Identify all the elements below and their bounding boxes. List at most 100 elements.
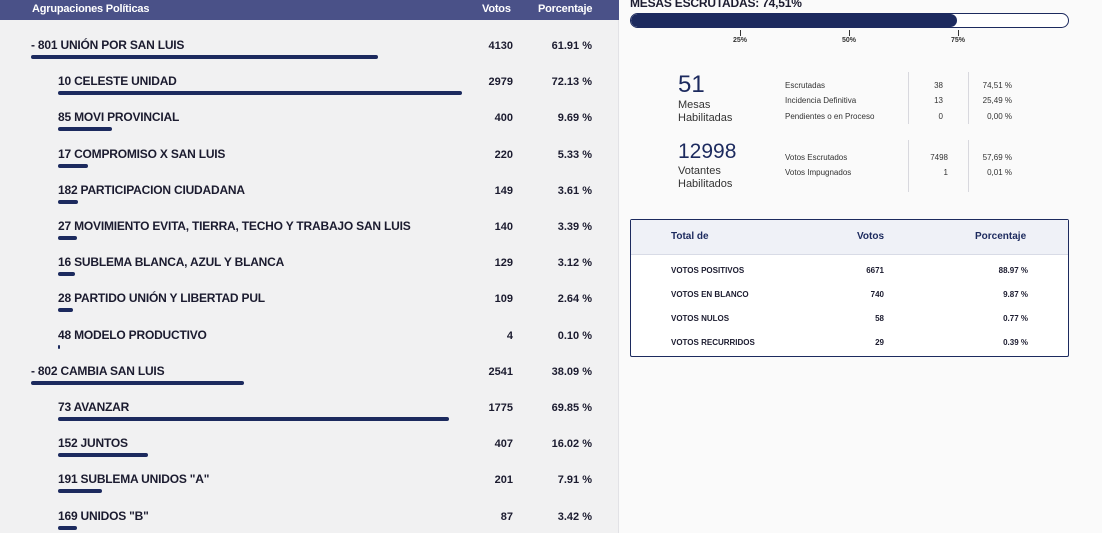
mesas-label-line2: Habilitadas: [678, 112, 733, 124]
share-bar: [58, 453, 148, 457]
totals-row-votes: 58: [875, 314, 884, 323]
mesas-progress-bar: [630, 13, 1069, 28]
votantes-habilitados-count: 12998: [678, 140, 737, 163]
party-row[interactable]: - 802 CAMBIA SAN LUIS 2541 38.09 %: [0, 364, 619, 400]
row-votes: 2541: [488, 366, 513, 378]
totals-row-votes: 29: [875, 338, 884, 347]
share-bar: [58, 200, 79, 204]
row-votes: 4: [506, 330, 513, 342]
results-header: Agrupaciones Políticas Votos Porcentaje: [0, 0, 619, 20]
share-bar: [58, 91, 462, 95]
stat-incidencia-pct: 25,49 %: [982, 96, 1012, 105]
row-percentage: 5.33 %: [557, 149, 592, 161]
row-votes: 2979: [488, 76, 513, 88]
mesas-label-line1: Mesas: [678, 99, 711, 111]
votantes-label-line1: Votantes: [678, 165, 721, 177]
share-bar: [58, 489, 103, 493]
share-bar: [58, 127, 113, 131]
list-row: 169 UNIDOS "B" 87 3.42 %: [0, 509, 619, 533]
stat-pendientes-pct: 0,00 %: [987, 112, 1012, 121]
votantes-label-line2: Habilitados: [678, 178, 733, 190]
share-bar: [58, 272, 76, 276]
row-name: 48 MODELO PRODUCTIVO: [58, 328, 207, 342]
totals-header-votes: Votos: [857, 231, 885, 242]
totals-row-name: VOTOS NULOS: [671, 314, 730, 323]
share-bar: [58, 308, 73, 312]
share-bar: [58, 417, 450, 421]
row-name: 10 CELESTE UNIDAD: [58, 74, 177, 88]
share-bar: [58, 526, 78, 530]
list-row: 182 PARTICIPACION CIUDADANA 149 3.61 %: [0, 183, 619, 219]
share-bar: [58, 164, 88, 168]
row-name: 73 AVANZAR: [58, 400, 130, 414]
row-votes: 1775: [488, 402, 513, 414]
stat-escrutadas-pct: 74,51 %: [982, 81, 1012, 90]
list-row: 28 PARTIDO UNIÓN Y LIBERTAD PUL 109 2.64 %: [0, 291, 619, 327]
share-bar: [58, 345, 60, 349]
totals-row-name: VOTOS RECURRIDOS: [671, 338, 755, 347]
stat-pendientes-count: 0: [938, 112, 943, 121]
stat-incidencia-label: Incidencia Definitiva: [785, 96, 857, 105]
totals-row-pct: 0.39 %: [1003, 338, 1028, 347]
totals-row-name: VOTOS POSITIVOS: [671, 266, 745, 275]
divider: [908, 140, 909, 192]
tick-50: 50%: [834, 30, 864, 44]
stat-escrutadas-label: Escrutadas: [785, 81, 826, 90]
stat-votos-impugnados-label: Votos Impugnados: [785, 168, 852, 177]
header-percentage: Porcentaje: [538, 3, 593, 15]
mesas-progress-fill: [631, 14, 957, 27]
list-row: 16 SUBLEMA BLANCA, AZUL Y BLANCA 129 3.12 …: [0, 255, 619, 291]
row-votes: 400: [494, 112, 513, 124]
totals-row-pct: 88.97 %: [998, 266, 1028, 275]
divider: [968, 72, 969, 124]
row-name: 85 MOVI PROVINCIAL: [58, 110, 180, 124]
results-panel: Agrupaciones Políticas Votos Porcentaje …: [0, 0, 619, 533]
row-votes: 201: [494, 474, 513, 486]
row-percentage: 7.91 %: [557, 474, 592, 486]
share-bar: [31, 381, 245, 385]
divider: [908, 72, 909, 124]
list-row: 152 JUNTOS 407 16.02 %: [0, 436, 619, 472]
row-percentage: 72.13 %: [551, 76, 592, 88]
list-row: 48 MODELO PRODUCTIVO 4 0.10 %: [0, 328, 619, 364]
totals-header-pct: Porcentaje: [975, 231, 1027, 242]
list-row: 17 COMPROMISO X SAN LUIS 220 5.33 %: [0, 147, 619, 183]
list-row: 85 MOVI PROVINCIAL 400 9.69 %: [0, 110, 619, 146]
party-row[interactable]: - 801 UNIÓN POR SAN LUIS 4130 61.91 %: [0, 38, 619, 74]
header-votes: Votos: [482, 3, 511, 15]
mesas-habilitadas-count: 51: [678, 71, 705, 98]
stat-votos-escrutados-pct: 57,69 %: [982, 153, 1012, 162]
totals-table: Total de Votos Porcentaje VOTOS POSITIVO…: [630, 219, 1069, 357]
mesas-habilitadas-label: Mesas Habilitadas: [678, 99, 732, 125]
row-percentage: 38.09 %: [551, 366, 592, 378]
stat-incidencia-count: 13: [934, 96, 943, 105]
row-percentage: 9.69 %: [557, 112, 592, 124]
tick-75: 75%: [943, 30, 973, 44]
row-votes: 87: [500, 511, 513, 523]
row-name: - 802 CAMBIA SAN LUIS: [31, 364, 165, 378]
totals-row-votes: 6671: [866, 266, 884, 275]
row-percentage: 3.61 %: [557, 185, 592, 197]
row-name: 169 UNIDOS "B": [58, 509, 149, 523]
stat-escrutadas-count: 38: [934, 81, 943, 90]
stat-votos-impugnados-count: 1: [943, 168, 948, 177]
totals-row-name: VOTOS EN BLANCO: [671, 290, 749, 299]
stat-votos-escrutados-label: Votos Escrutados: [785, 153, 848, 162]
row-percentage: 2.64 %: [557, 293, 592, 305]
row-votes: 4130: [488, 40, 513, 52]
row-percentage: 3.12 %: [557, 257, 592, 269]
totals-row-votes: 740: [870, 290, 884, 299]
row-name: - 801 UNIÓN POR SAN LUIS: [31, 38, 185, 52]
row-name: 152 JUNTOS: [58, 436, 128, 450]
row-percentage: 3.42 %: [557, 511, 592, 523]
list-row: 191 SUBLEMA UNIDOS "A" 201 7.91 %: [0, 472, 619, 508]
mesas-escrutadas-title: MESAS ESCRUTADAS: 74,51%: [630, 0, 802, 10]
share-bar: [58, 236, 77, 240]
row-votes: 407: [494, 438, 513, 450]
row-votes: 129: [494, 257, 513, 269]
totals-row-pct: 0.77 %: [1003, 314, 1028, 323]
share-bar: [31, 55, 378, 59]
list-row: 27 MOVIMIENTO EVITA, TIERRA, TECHO Y TRA…: [0, 219, 619, 255]
stat-pendientes-label: Pendientes o en Proceso: [785, 112, 875, 121]
row-percentage: 69.85 %: [551, 402, 592, 414]
